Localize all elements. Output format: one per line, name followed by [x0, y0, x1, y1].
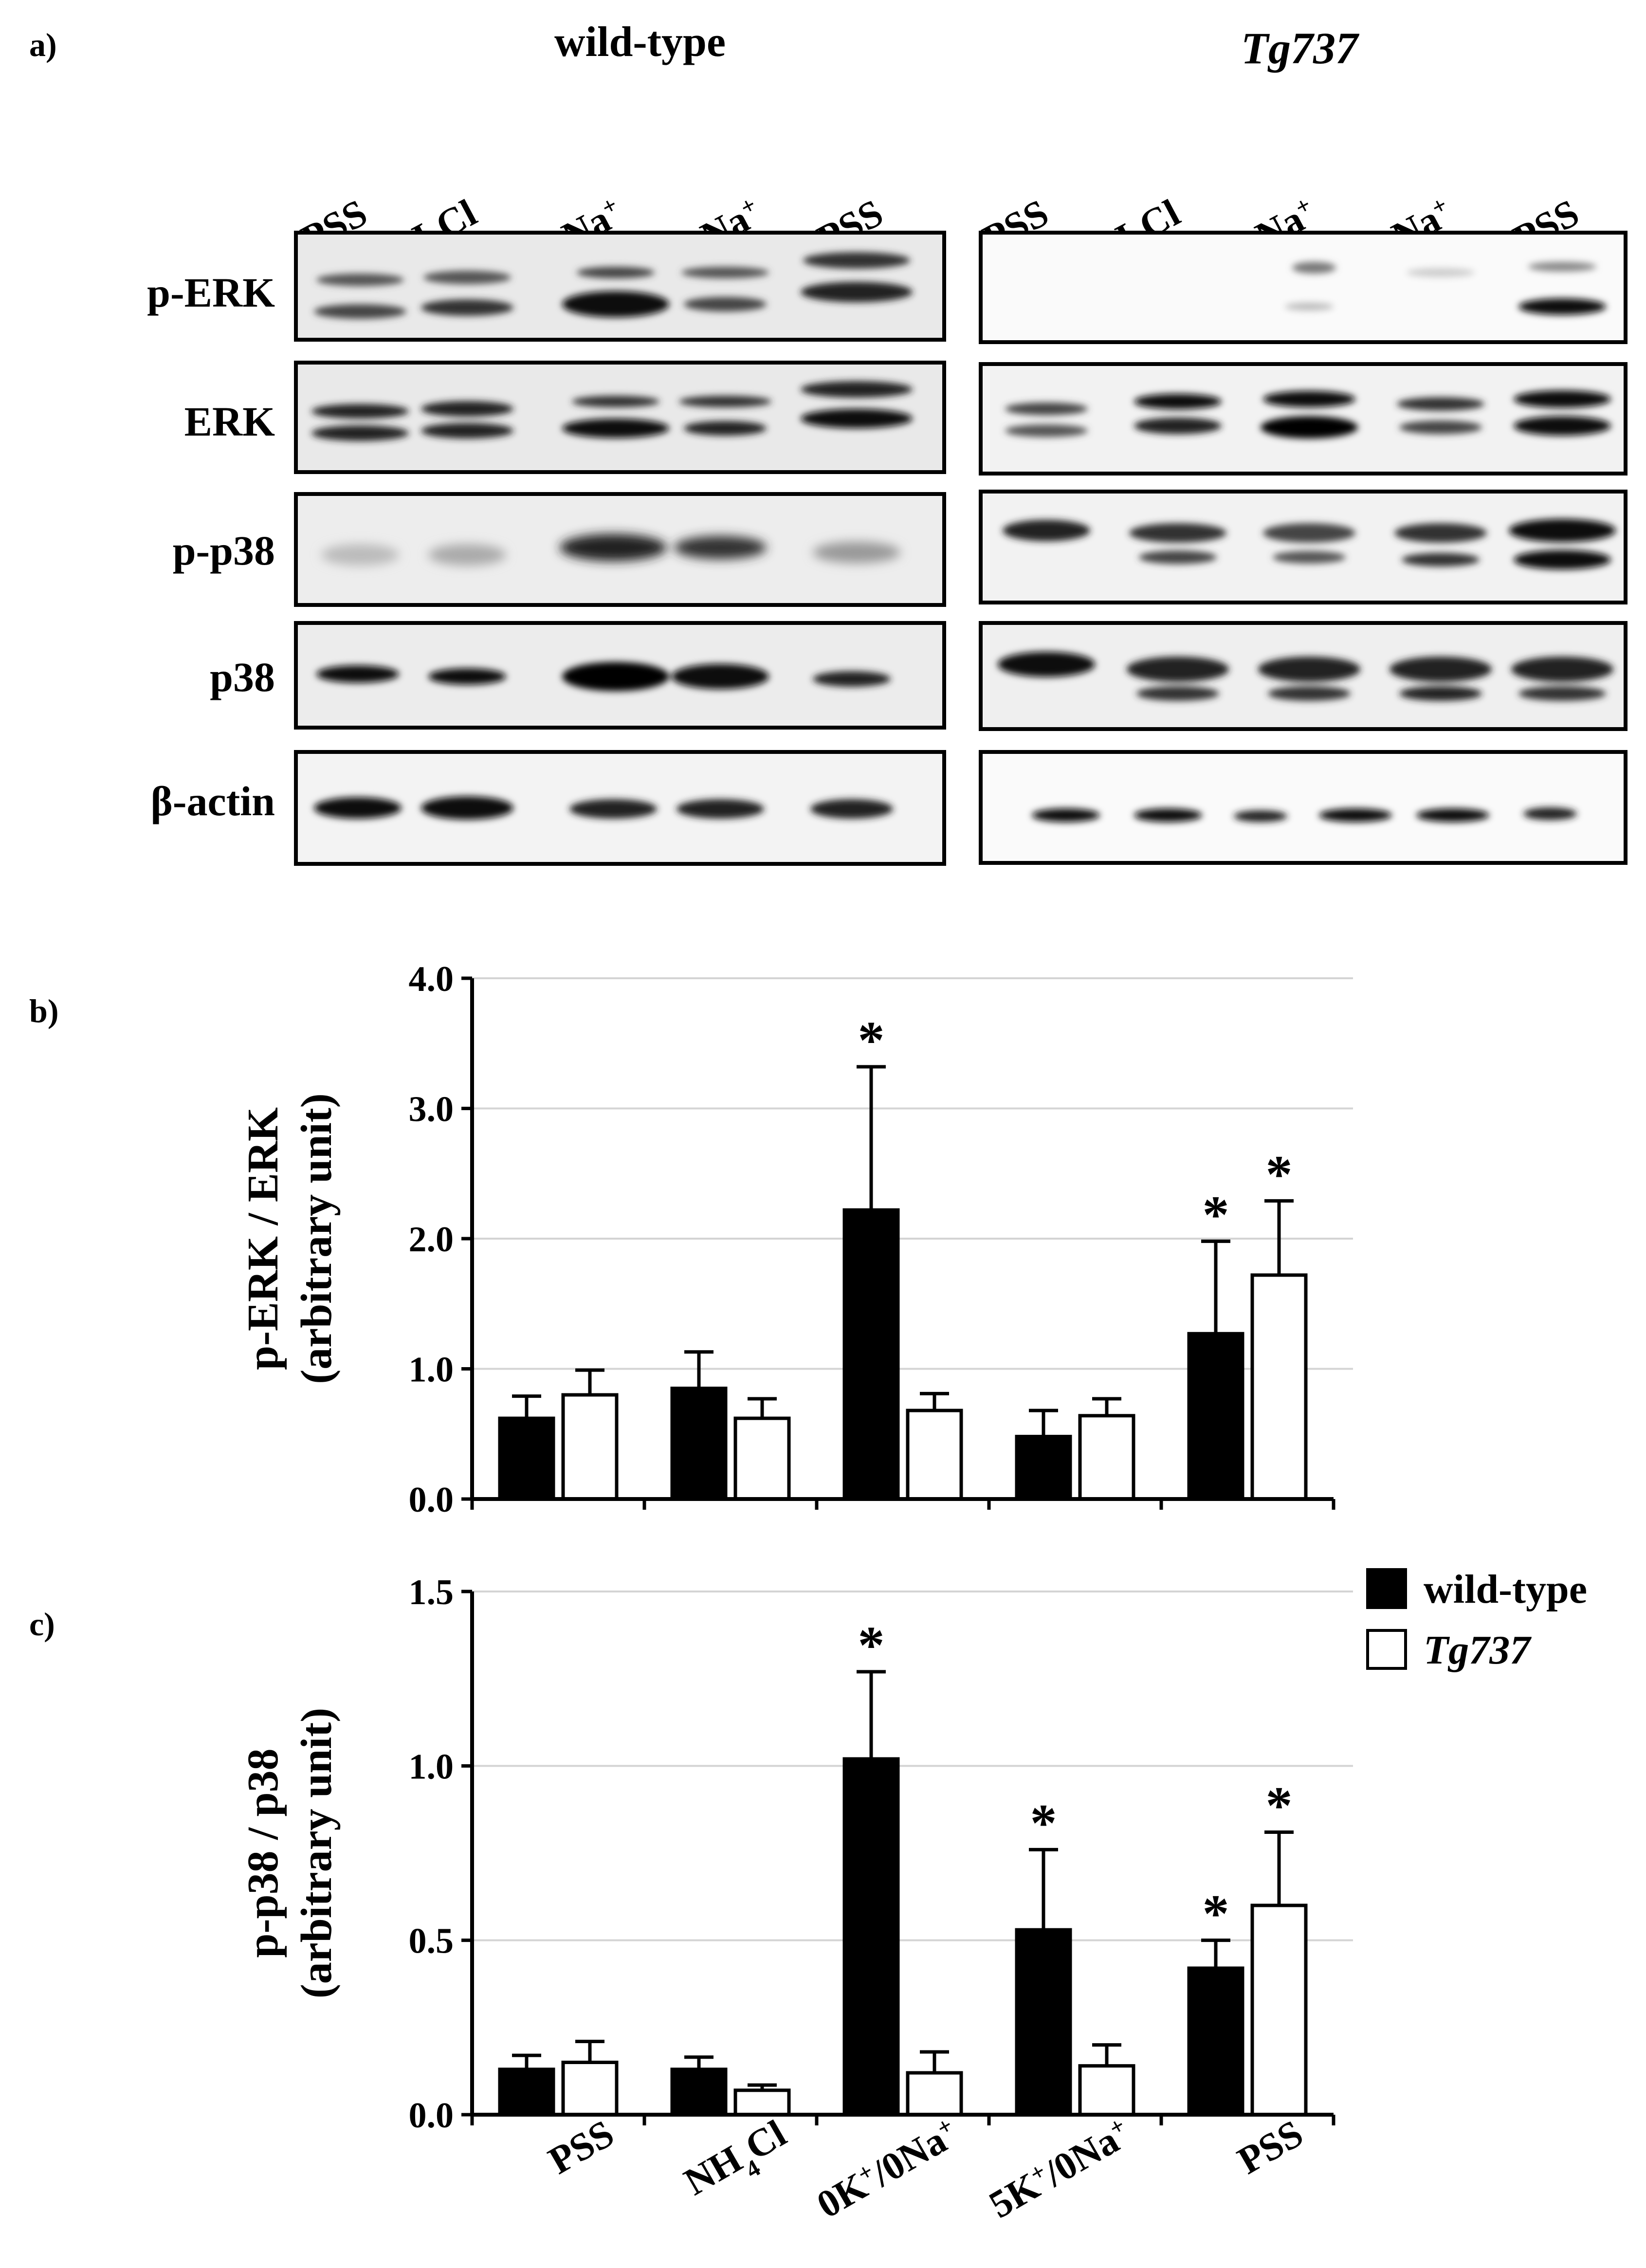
- chart-1-bar-wild-type-0-1: [670, 2067, 728, 2117]
- chart-1-bar-wild-type-0-4: [1187, 1966, 1244, 2117]
- chart-0-y-tick-label-0: 0.0: [409, 1480, 454, 1520]
- blot-tg-beta-actin: [979, 750, 1628, 865]
- x-category-label-pss-4: PSS: [1231, 2112, 1310, 2182]
- chart-1-bar-tg737-1-2: [906, 2071, 963, 2117]
- blot-wt-erk: [294, 361, 946, 474]
- chart-1-bar-tg737-1-3: [1078, 2064, 1135, 2117]
- x-category-label-5k-0na--3: 5K+/0Na+: [982, 2111, 1138, 2227]
- blot-tg-erk: [979, 362, 1628, 476]
- chart-0-bar-tg737-1-1: [733, 1416, 791, 1501]
- blot-wt-p-p38: [294, 492, 946, 607]
- blot-tg-p-p38: [979, 490, 1628, 604]
- chart-1-ylabel-line-0: p-p38 / p38: [239, 1748, 287, 1957]
- chart-0-bar-wild-type-0-0: [498, 1416, 555, 1501]
- row-label-beta-actin: β-actin: [151, 778, 275, 824]
- blot-wt-p-erk: [294, 231, 946, 342]
- blot-row-labels: p-ERK ERK p-p38 p38 β-actin: [147, 269, 275, 824]
- blot-tg-p-erk: [979, 231, 1628, 344]
- chart-1-bar-tg737-1-1: [733, 2088, 791, 2117]
- chart-0-y-tick-label-1: 1.0: [409, 1350, 454, 1390]
- chart-1-significance-wild-type-0-2: *: [858, 1615, 885, 1675]
- chart-1-significance-wild-type-0-4: *: [1203, 1884, 1229, 1943]
- chart-1-bar-wild-type-0-0: [498, 2067, 555, 2117]
- chart-0-bar-tg737-1-3: [1078, 1414, 1135, 1501]
- legend: wild-type Tg737: [1366, 1567, 1587, 1673]
- chart-1-ylabel-line-1: (arbitrary unit): [293, 1708, 341, 1998]
- chart-0-significance-wild-type-0-2: *: [858, 1010, 885, 1070]
- chart-1-y-tick-label-2: 1.0: [409, 1747, 454, 1787]
- group-title-wild-type: wild-type: [554, 18, 726, 66]
- panel-c-label: c): [29, 1606, 55, 1643]
- chart-1-bar-tg737-1-0: [561, 2061, 619, 2117]
- chart-0-bar-wild-type-0-2: [842, 1208, 900, 1501]
- x-category-label-pss-0: PSS: [542, 2112, 621, 2182]
- chart-0-y-tick-label-4: 4.0: [409, 959, 454, 999]
- x-category-label-nh4cl-1: NH4Cl: [677, 2112, 798, 2212]
- chart-0-bar-wild-type-0-3: [1015, 1435, 1072, 1501]
- legend-swatch-wild-type-0: [1366, 1568, 1407, 1609]
- group-title-tg737: Tg737: [1241, 23, 1360, 73]
- legend-label-tg737-1: Tg737: [1424, 1628, 1532, 1673]
- chart-0-bar-tg737-1-2: [906, 1408, 963, 1501]
- blot-wt-beta-actin: [294, 750, 946, 866]
- chart-0-significance-wild-type-0-4: *: [1203, 1185, 1229, 1244]
- chart-0-significance-tg737-1-4: *: [1266, 1144, 1293, 1204]
- row-label-p38: p38: [210, 654, 275, 700]
- chart-0-bar-wild-type-0-1: [670, 1387, 728, 1501]
- chart-b: 0.0 1.0 2.0 3.0 4.0 p-ERK / ERK (arbitrary uni…: [239, 959, 1353, 1520]
- chart-0-y-tick-label-3: 3.0: [409, 1090, 454, 1130]
- chart-0-ylabel-line-0: p-ERK / ERK: [239, 1107, 287, 1370]
- chart-1-bar-wild-type-0-2: [842, 1757, 900, 2117]
- legend-swatch-tg737-1: [1366, 1629, 1407, 1670]
- blot-wt-p38: [294, 621, 946, 730]
- chart-1-y-tick-label-1: 0.5: [409, 1921, 454, 1961]
- row-label-p-erk: p-ERK: [147, 269, 275, 316]
- row-label-p-p38: p-p38: [173, 527, 275, 574]
- chart-0-y-tick-label-2: 2.0: [409, 1220, 454, 1260]
- chart-c: 0.0 0.5 1.0 1.5 p-p38 / p38 (arbitrary unit) *…: [239, 1573, 1353, 2227]
- chart-1-significance-tg737-1-4: *: [1266, 1776, 1293, 1835]
- blot-tg-p38: [979, 621, 1628, 731]
- legend-label-wild-type-0: wild-type: [1424, 1567, 1587, 1612]
- chart-0-bar-tg737-1-0: [561, 1393, 619, 1501]
- chart-0-ylabel-line-1: (arbitrary unit): [293, 1093, 341, 1384]
- chart-1-significance-wild-type-0-3: *: [1030, 1793, 1057, 1852]
- chart-1-y-tick-label-3: 1.5: [409, 1573, 454, 1612]
- chart-1-bar-wild-type-0-3: [1015, 1928, 1072, 2117]
- x-category-label-0k-0na--2: 0K+/0Na+: [809, 2111, 966, 2227]
- chart-1-bar-tg737-1-4: [1250, 1903, 1308, 2117]
- chart-1-y-tick-label-0: 0.0: [409, 2096, 454, 2136]
- panel-b-label: b): [29, 992, 58, 1029]
- chart-0-bar-wild-type-0-4: [1187, 1332, 1244, 1501]
- panel-a-label: a): [29, 26, 57, 63]
- chart-0-bar-tg737-1-4: [1250, 1273, 1308, 1501]
- row-label-erk: ERK: [184, 398, 275, 445]
